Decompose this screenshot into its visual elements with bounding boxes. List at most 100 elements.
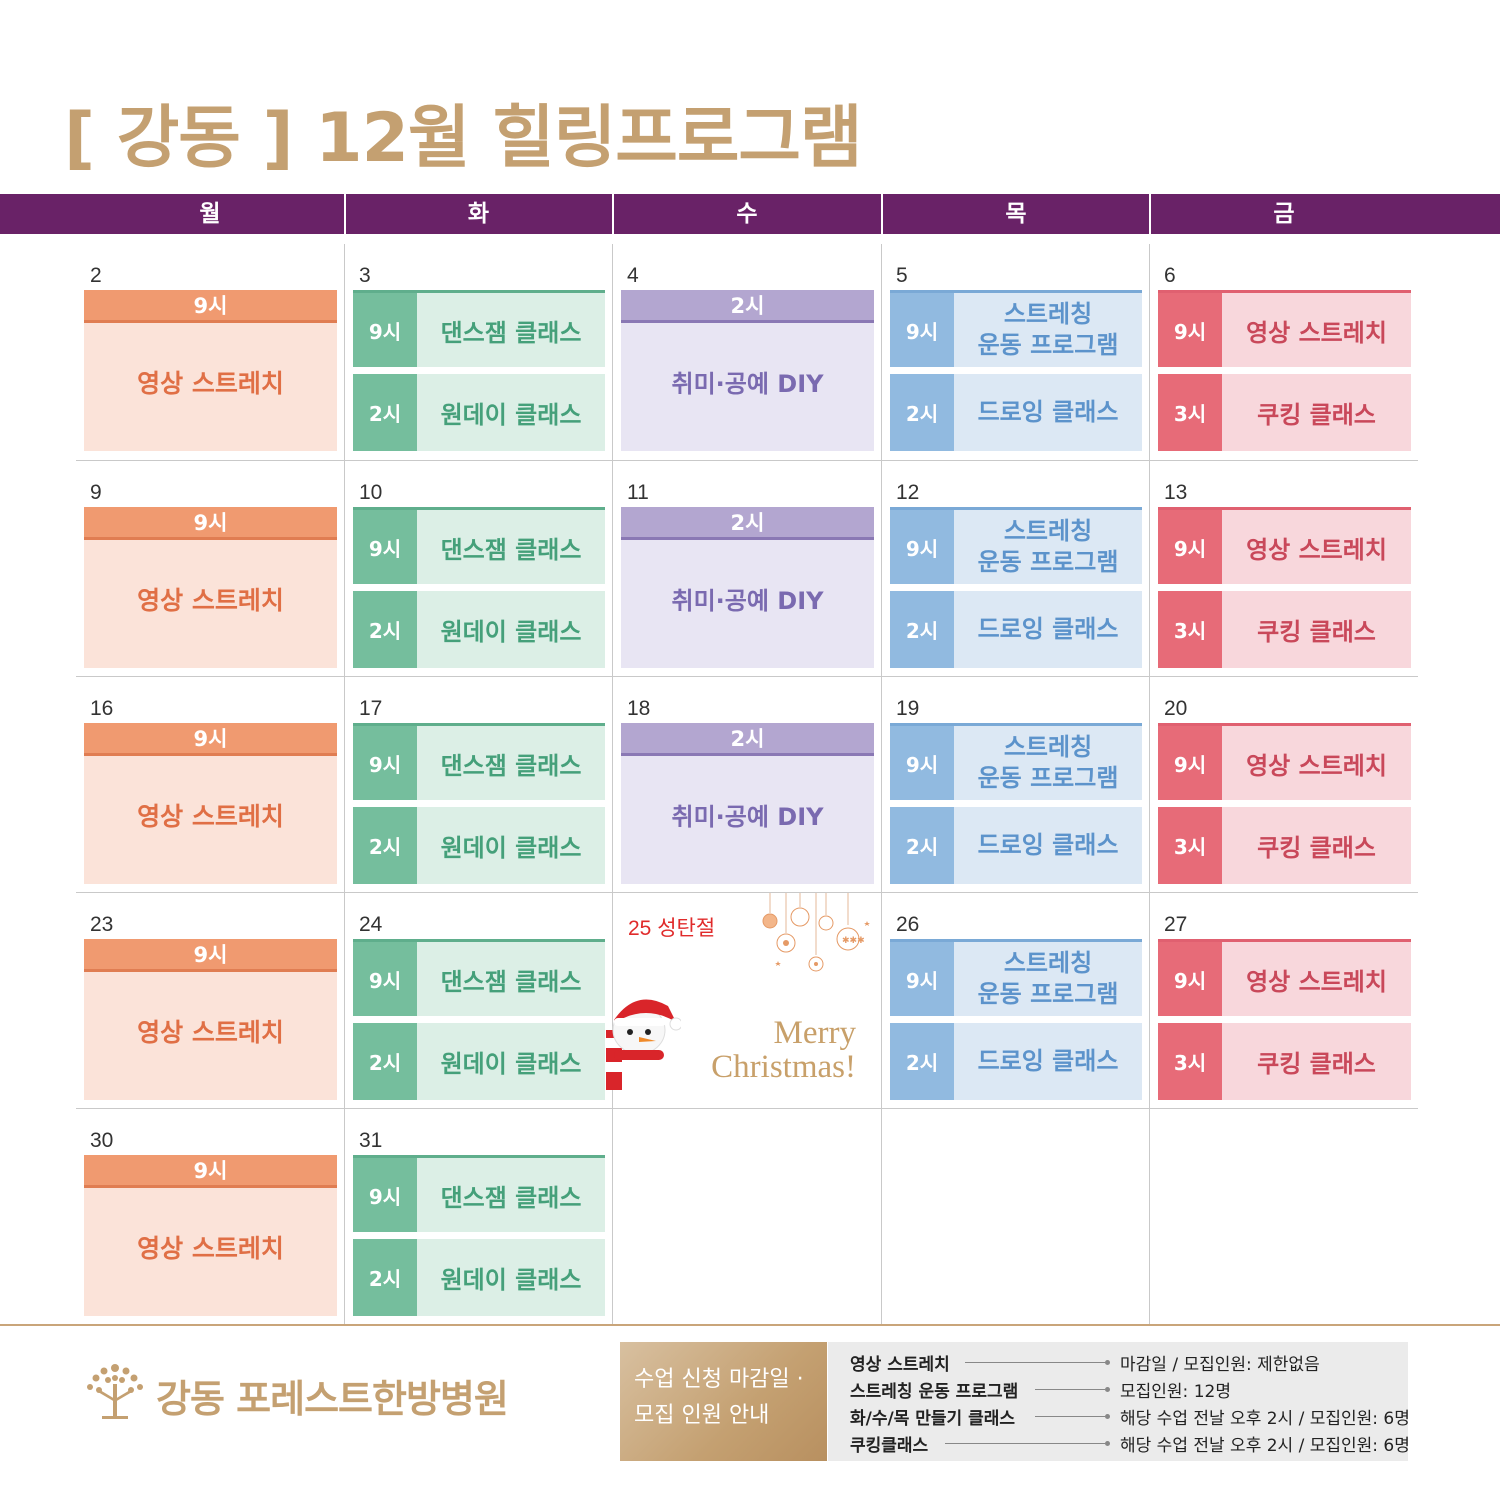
class-label: 댄스잼 클래스	[417, 510, 605, 584]
class-label: 취미·공예 DIY	[621, 323, 874, 451]
day-number: 19	[896, 697, 920, 720]
info-row: 스트레칭 운동 프로그램 모집인원: 12명	[850, 1382, 1231, 1402]
class-time: 9시	[890, 510, 954, 584]
class-label-line: 스트레칭	[1003, 733, 1093, 761]
day-number: 23	[90, 913, 114, 936]
info-box: 영상 스트레치 마감일 / 모집인원: 제한없음 스트레칭 운동 프로그램 모집…	[828, 1342, 1410, 1461]
class-label-line: 운동 프로그램	[977, 764, 1119, 792]
day-number: 9	[90, 481, 102, 504]
class-slot: 2시 드로잉 클래스	[890, 591, 1142, 668]
class-time: 9시	[84, 1155, 337, 1188]
day-number: 24	[359, 913, 383, 936]
class-time: 2시	[890, 374, 954, 451]
notice-line-2: 모집 인원 안내	[634, 1403, 770, 1428]
snowman-icon	[606, 999, 681, 1090]
class-label: 취미·공예 DIY	[621, 756, 874, 884]
class-slot: 9시 영상 스트레치	[1158, 507, 1411, 584]
class-slot: 9시 영상 스트레치	[1158, 939, 1411, 1016]
class-slot: 3시 쿠킹 클래스	[1158, 1023, 1411, 1100]
class-label: 드로잉 클래스	[954, 1023, 1142, 1100]
merry-christmas-text: Merry Christmas!	[711, 1015, 856, 1085]
class-time: 2시	[890, 807, 954, 884]
class-label: 영상 스트레치	[84, 323, 337, 451]
tree-logo-icon	[87, 1364, 143, 1419]
class-label: 원데이 클래스	[417, 1023, 605, 1100]
class-time: 9시	[1158, 293, 1222, 367]
class-slot: 9시 스트레칭 운동 프로그램	[890, 939, 1142, 1016]
grid-divider	[881, 244, 882, 1326]
class-label: 댄스잼 클래스	[417, 726, 605, 800]
class-slot: 9시 영상 스트레치	[1158, 723, 1411, 800]
class-label: 댄스잼 클래스	[417, 1158, 605, 1232]
class-label-line: 운동 프로그램	[977, 331, 1119, 359]
class-label-line: 스트레칭	[1003, 517, 1093, 545]
class-slot: 9시 영상 스트레치	[1158, 290, 1411, 367]
class-time: 9시	[890, 726, 954, 800]
class-time: 9시	[353, 1158, 417, 1232]
weekday-mon: 월	[199, 201, 221, 227]
class-time: 3시	[1158, 807, 1222, 884]
weekday-header: 월 화 수 목 금	[0, 194, 1500, 234]
class-slot: 3시 쿠킹 클래스	[1158, 807, 1411, 884]
class-time: 9시	[84, 507, 337, 540]
class-slot: 2시 드로잉 클래스	[890, 1023, 1142, 1100]
class-time: 2시	[621, 723, 874, 756]
class-label: 취미·공예 DIY	[621, 540, 874, 668]
day-number: 4	[627, 264, 639, 287]
class-time: 2시	[353, 591, 417, 668]
svg-text:✱✱✱: ✱✱✱	[842, 936, 865, 946]
class-slot: 9시 댄스잼 클래스	[353, 290, 605, 367]
weekday-wed: 수	[736, 201, 758, 227]
day-number: 3	[359, 264, 371, 287]
class-time: 9시	[353, 510, 417, 584]
day-number: 27	[1164, 913, 1188, 936]
class-time: 9시	[84, 939, 337, 972]
class-label: 드로잉 클래스	[954, 374, 1142, 451]
class-slot: 2시 원데이 클래스	[353, 807, 605, 884]
class-slot: 9시 스트레칭 운동 프로그램	[890, 290, 1142, 367]
class-label-line: 운동 프로그램	[977, 980, 1119, 1008]
class-time: 9시	[1158, 510, 1222, 584]
class-slot: 9시 댄스잼 클래스	[353, 1155, 605, 1232]
hospital-name: 강동 포레스트한방병원	[156, 1377, 509, 1421]
class-time: 9시	[353, 726, 417, 800]
class-label: 영상 스트레치	[84, 1188, 337, 1316]
class-time: 3시	[1158, 1023, 1222, 1100]
class-time: 2시	[621, 290, 874, 323]
class-slot: 9시 댄스잼 클래스	[353, 939, 605, 1016]
class-label: 영상 스트레치	[84, 972, 337, 1100]
day-number: 10	[359, 481, 383, 504]
class-label: 드로잉 클래스	[954, 591, 1142, 668]
class-label: 쿠킹 클래스	[1222, 591, 1411, 668]
info-row: 화/수/목 만들기 클래스 해당 수업 전날 오후 2시 / 모집인원: 6명	[850, 1409, 1410, 1429]
class-label: 영상 스트레치	[1222, 942, 1411, 1016]
class-label: 영상 스트레치	[1222, 726, 1411, 800]
class-slot: 2시 드로잉 클래스	[890, 807, 1142, 884]
day-number: 17	[359, 697, 383, 720]
class-time: 3시	[1158, 591, 1222, 668]
class-label: 영상 스트레치	[1222, 510, 1411, 584]
day-number: 12	[896, 481, 920, 504]
class-slot: 2시 드로잉 클래스	[890, 374, 1142, 451]
day-number: 13	[1164, 481, 1188, 504]
class-slot: 2시 원데이 클래스	[353, 374, 605, 451]
class-time: 2시	[621, 507, 874, 540]
info-row: 쿠킹클래스 해당 수업 전날 오후 2시 / 모집인원: 6명	[850, 1436, 1410, 1456]
class-label: 쿠킹 클래스	[1222, 807, 1411, 884]
notice-box: 수업 신청 마감일 · 모집 인원 안내	[620, 1342, 827, 1461]
grid-divider	[76, 1108, 1418, 1109]
day-number: 30	[90, 1129, 114, 1152]
class-slot: 9시 댄스잼 클래스	[353, 507, 605, 584]
class-label-line: 운동 프로그램	[977, 548, 1119, 576]
weekday-thu: 목	[1005, 201, 1027, 227]
class-label: 쿠킹 클래스	[1222, 374, 1411, 451]
day-number: 2	[90, 264, 102, 287]
class-time: 9시	[353, 942, 417, 1016]
class-time: 2시	[353, 807, 417, 884]
class-slot: 9시 스트레칭 운동 프로그램	[890, 507, 1142, 584]
grid-divider	[1149, 244, 1150, 1326]
grid-divider	[76, 676, 1418, 677]
class-label: 영상 스트레치	[84, 756, 337, 884]
